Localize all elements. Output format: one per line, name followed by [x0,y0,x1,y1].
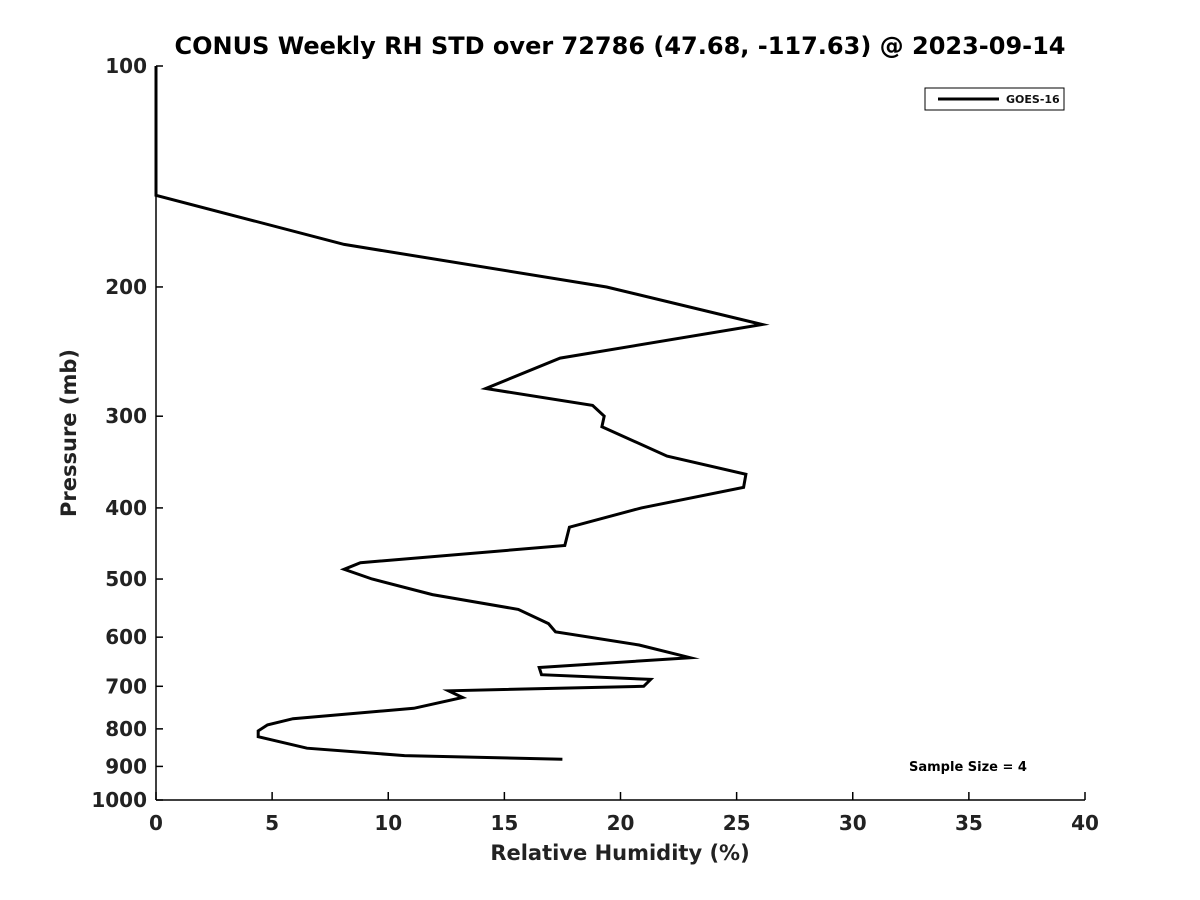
y-tick-label: 500 [105,567,147,591]
y-tick-label: 100 [105,54,147,78]
x-tick-label: 5 [265,811,279,835]
x-tick-label: 20 [607,811,635,835]
legend-label-goes16: GOES-16 [1006,93,1060,106]
x-tick-label: 25 [723,811,751,835]
y-tick-label: 300 [105,404,147,428]
x-axis-label: Relative Humidity (%) [490,841,749,865]
x-tick-label: 15 [490,811,518,835]
y-tick-label: 800 [105,717,147,741]
x-tick-label: 0 [149,811,163,835]
y-axis-ticks: 100 200 300 400 500 600 700 800 900 1000 [91,54,163,812]
x-axis-ticks: 0 5 10 15 20 25 30 35 40 [149,792,1099,835]
x-tick-label: 10 [374,811,402,835]
y-tick-label: 600 [105,625,147,649]
y-tick-label: 900 [105,754,147,778]
y-tick-label: 400 [105,496,147,520]
x-tick-label: 40 [1071,811,1099,835]
plot-axes [155,66,1085,801]
x-tick-label: 30 [839,811,867,835]
y-axis-label: Pressure (mb) [57,349,81,517]
sample-size-annotation: Sample Size = 4 [909,760,1027,775]
series-layer [154,66,770,761]
y-tick-label: 700 [105,674,147,698]
series-line-goes-16 [154,66,770,761]
y-tick-label: 200 [105,275,147,299]
chart-title: CONUS Weekly RH STD over 72786 (47.68, -… [174,32,1065,60]
x-tick-label: 35 [955,811,983,835]
y-tick-label: 1000 [91,788,147,812]
legend: GOES-16 [924,87,1065,111]
